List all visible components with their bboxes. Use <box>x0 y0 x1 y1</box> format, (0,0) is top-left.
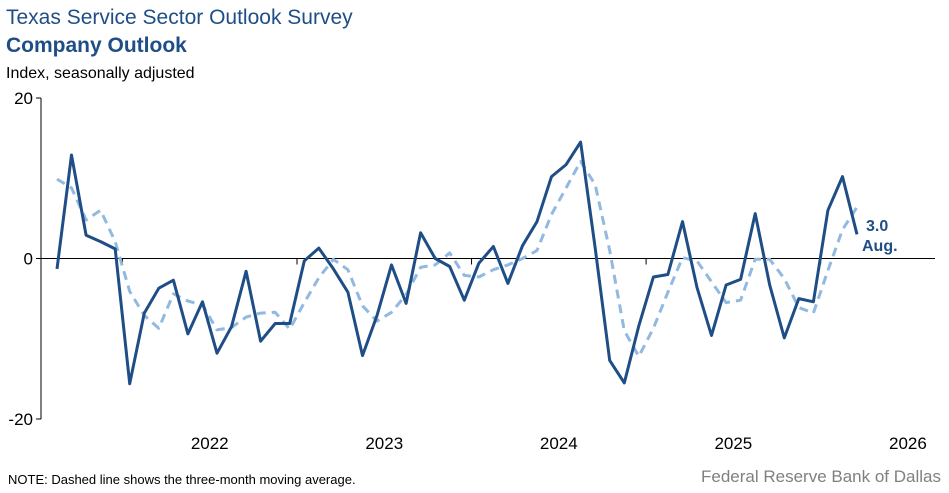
y-tick-label: 20 <box>14 89 33 108</box>
y-tick-label: 0 <box>24 250 33 269</box>
x-tick-label: 2023 <box>365 434 403 453</box>
y-tick-label: -20 <box>8 410 33 429</box>
series-moving-average-line <box>56 159 859 358</box>
chart-title: Texas Service Sector Outlook Survey <box>6 6 353 29</box>
source-label: Federal Reserve Bank of Dallas <box>700 467 941 486</box>
x-tick-label: 2022 <box>191 434 229 453</box>
series-company-outlook-line <box>55 140 859 386</box>
chart-subtitle: Company Outlook <box>6 34 187 57</box>
x-tick-label: 2025 <box>714 434 752 453</box>
x-tick-label: 2024 <box>540 434 578 453</box>
footnote: NOTE: Dashed line shows the three-month … <box>8 472 356 487</box>
latest-value-label: 3.0 <box>866 218 888 235</box>
latest-month-label: Aug. <box>862 238 898 255</box>
x-tick-label: 2026 <box>889 434 927 453</box>
y-axis-units: Index, seasonally adjusted <box>6 65 195 82</box>
